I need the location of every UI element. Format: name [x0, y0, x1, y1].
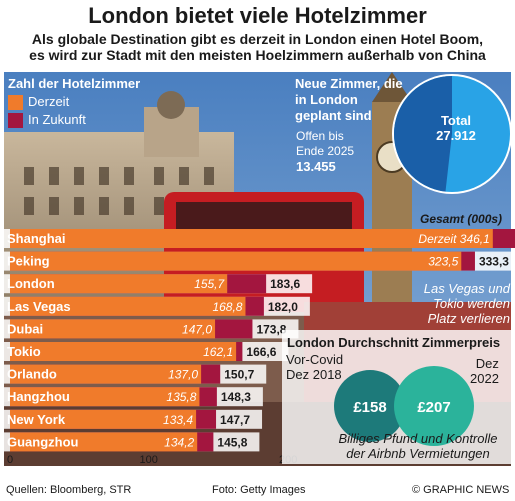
new-rooms-heading: Neue Zimmer, die in London geplant sind — [295, 76, 420, 124]
x-tick-label: 100 — [140, 454, 158, 466]
footer-sources: Quellen: Bloomberg, STR — [6, 484, 132, 496]
left-period-line-2: Dez 2018 — [286, 367, 342, 382]
price-circle-2018 — [334, 370, 406, 442]
data-label-future: 147,7 — [220, 413, 250, 427]
london-price-left-period: Vor-Covid Dez 2018 — [286, 352, 343, 382]
pie-total-label: Total 27.912 — [404, 113, 508, 143]
bar-current — [10, 342, 237, 361]
legend-label-current: Derzeit — [28, 94, 70, 109]
data-label-current: 168,8 — [212, 300, 242, 314]
data-label-future: 145,8 — [217, 435, 247, 449]
data-label-future: 166,6 — [246, 345, 276, 359]
london-price-title: London Durchschnitt Zimmerpreis — [287, 335, 501, 350]
price-value-2018: £158 — [353, 399, 386, 416]
right-period-line-1: Dez — [475, 356, 499, 371]
page-title: London bietet viele Hotelzimmer — [88, 3, 427, 28]
data-label-future: 173,8 — [256, 322, 286, 336]
data-label-future: 148,3 — [221, 390, 251, 404]
category-label: Orlando — [7, 367, 57, 382]
bar-current — [10, 409, 197, 429]
price-note-line-2: der Airbnb Vermietungen — [346, 446, 490, 461]
data-label-current: 133,4 — [163, 413, 193, 427]
category-label: Guangzhou — [7, 434, 79, 449]
gesamt-label: Gesamt (000s) — [420, 212, 503, 226]
subtitle-line-1: Als globale Destination gibt es derzeit … — [31, 31, 484, 47]
legend-label-future: In Zukunft — [28, 112, 86, 127]
data-label-future: 183,6 — [270, 277, 300, 291]
las-vegas-tokio-note: Las Vegas und Tokio werden Platz verlier… — [396, 281, 510, 326]
las-vegas-note-line-1: Las Vegas und — [423, 281, 510, 296]
legend-swatch-future — [8, 113, 23, 128]
london-price-right-period: Dez 2022 — [470, 356, 499, 386]
page-subtitle: Als globale Destination gibt es derzeit … — [0, 31, 515, 63]
new-rooms-heading-line-1: Neue Zimmer, die — [295, 76, 403, 91]
category-label: Las Vegas — [7, 299, 71, 314]
data-label-current: 134,2 — [164, 435, 194, 449]
x-tick-label: 0 — [7, 454, 13, 466]
london-price-note: Billiges Pfund und Kontrolle der Airbnb … — [326, 431, 510, 461]
category-label: London — [7, 276, 55, 291]
price-circle-2022 — [394, 366, 474, 446]
new-rooms-heading-line-3: geplant sind — [295, 108, 372, 123]
bar-current — [10, 432, 198, 452]
data-label-current: 135,8 — [166, 390, 196, 404]
bar-current — [10, 387, 200, 407]
category-label: New York — [7, 412, 66, 427]
new-rooms-heading-line-2: in London — [295, 92, 358, 107]
left-period-line-1: Vor-Covid — [286, 352, 344, 367]
las-vegas-note-line-3: Platz verlieren — [427, 311, 510, 326]
pie-slice-open — [393, 76, 452, 192]
open-rooms-note: Offen bis Ende 2025 13.455 — [296, 129, 354, 175]
data-label-current: 323,5 — [428, 255, 458, 269]
category-label: Shanghai — [7, 231, 66, 246]
open-rooms-line-2: Ende 2025 — [296, 144, 355, 158]
las-vegas-note-line-2: Tokio werden — [433, 296, 510, 311]
category-label: Hangzhou — [7, 389, 70, 404]
right-period-line-2: 2022 — [470, 371, 499, 386]
price-value-2022: £207 — [417, 399, 450, 416]
data-label-current: 162,1 — [203, 345, 233, 359]
footer-photo-credit: Foto: Getty Images — [212, 484, 306, 496]
open-rooms-line-1: Offen bis — [296, 129, 344, 143]
data-label-current: 137,0 — [168, 368, 198, 382]
data-label-future: 150,7 — [224, 368, 254, 382]
data-label-current: 147,0 — [182, 322, 212, 336]
pie-total-value: 27.912 — [436, 128, 476, 143]
bar-current — [10, 364, 202, 384]
bar-current — [10, 319, 216, 339]
category-label: Dubai — [7, 321, 43, 336]
legend-swatch-current — [8, 95, 23, 110]
chart-legend: Zahl der Hotelzimmer Derzeit In Zukunft — [4, 76, 194, 132]
legend-title: Zahl der Hotelzimmer — [8, 76, 141, 91]
open-rooms-value: 13.455 — [296, 159, 336, 174]
london-price-circles: £158 £207 — [334, 366, 474, 446]
bar-current — [10, 251, 462, 271]
data-label-current: 155,7 — [194, 277, 225, 291]
data-label-future: 182,0 — [268, 300, 298, 314]
new-rooms-pie — [392, 74, 512, 194]
bar-current — [10, 296, 246, 316]
bar-current — [10, 229, 493, 248]
category-label: Tokio — [7, 344, 41, 359]
subtitle-line-2: es wird zur Stadt mit den meisten Hoelzi… — [29, 47, 486, 63]
category-label: Peking — [7, 254, 50, 269]
price-note-line-1: Billiges Pfund und Kontrolle — [338, 431, 498, 446]
bar-current — [10, 274, 228, 294]
pie-total-title: Total — [440, 113, 472, 128]
data-label-current: Derzeit 346,1 — [418, 232, 489, 246]
footer-copyright: © GRAPHIC NEWS — [412, 484, 510, 496]
data-label-future: 333,3 — [479, 255, 509, 269]
